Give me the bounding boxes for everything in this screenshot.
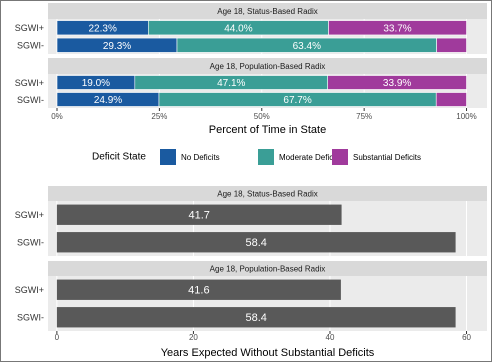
strip xyxy=(48,186,487,201)
x-tick-label: 20 xyxy=(189,333,198,342)
panel-title: Age 18, Population-Based Radix xyxy=(210,265,326,274)
bar xyxy=(56,279,341,300)
y-tick-label: SGWI- xyxy=(17,95,44,105)
x-tick-label: 60 xyxy=(462,333,471,342)
value-label: 58.4 xyxy=(246,237,267,249)
x-tick-label: 0 xyxy=(55,333,60,342)
y-tick-label: SGWI- xyxy=(17,313,44,323)
bar-segment xyxy=(328,20,467,36)
y-tick-label: SGWI+ xyxy=(15,210,44,220)
value-label: 47.1% xyxy=(217,78,245,89)
x-tick-label: 100% xyxy=(456,112,476,121)
bar-segment xyxy=(435,92,467,107)
legend-title: Deficit State xyxy=(92,152,146,163)
value-label: 67.7% xyxy=(283,95,311,106)
value-label: 58.4 xyxy=(246,312,267,324)
legend-label: Substantial Deficits xyxy=(353,153,421,162)
strip xyxy=(48,261,487,276)
legend-swatch xyxy=(258,149,274,165)
value-label: 63.4% xyxy=(293,41,321,52)
value-label: 22.3% xyxy=(88,23,116,34)
x-tick-label: 75% xyxy=(356,112,372,121)
x-axis-label: Percent of Time in State xyxy=(209,124,326,136)
x-tick-label: 0% xyxy=(51,112,63,121)
bar xyxy=(56,307,456,328)
value-label: 44.0% xyxy=(224,23,252,34)
bar-segment xyxy=(327,75,467,90)
x-tick-label: 40 xyxy=(326,333,335,342)
strip xyxy=(48,58,487,74)
panel-title: Age 18, Population-Based Radix xyxy=(210,62,326,71)
legend-swatch xyxy=(160,149,176,165)
y-tick-label: SGWI- xyxy=(17,238,44,248)
x-tick-label: 25% xyxy=(151,112,167,121)
y-tick-label: SGWI+ xyxy=(15,78,44,88)
panel-title: Age 18, Status-Based Radix xyxy=(217,7,318,16)
bar xyxy=(56,204,342,225)
legend-label: Moderate Deficits xyxy=(279,153,341,162)
value-label: 19.0% xyxy=(82,78,110,89)
strip xyxy=(48,3,487,19)
panel-title: Age 18, Status-Based Radix xyxy=(217,190,318,199)
value-label: 33.7% xyxy=(383,23,411,34)
value-label: 41.7 xyxy=(189,210,210,222)
x-tick-label: 50% xyxy=(254,112,270,121)
value-label: 24.9% xyxy=(94,95,122,106)
value-label: 33.9% xyxy=(383,78,411,89)
legend-label: No Deficits xyxy=(181,153,220,162)
legend-swatch xyxy=(332,149,348,165)
y-tick-label: SGWI+ xyxy=(15,23,44,33)
x-axis-label: Years Expected Without Substantial Defic… xyxy=(161,347,375,359)
y-tick-label: SGWI+ xyxy=(15,285,44,295)
bar xyxy=(56,232,456,253)
value-label: 41.6 xyxy=(188,285,209,297)
value-label: 29.3% xyxy=(103,41,131,52)
y-tick-label: SGWI- xyxy=(17,41,44,51)
bar-segment xyxy=(436,37,467,53)
